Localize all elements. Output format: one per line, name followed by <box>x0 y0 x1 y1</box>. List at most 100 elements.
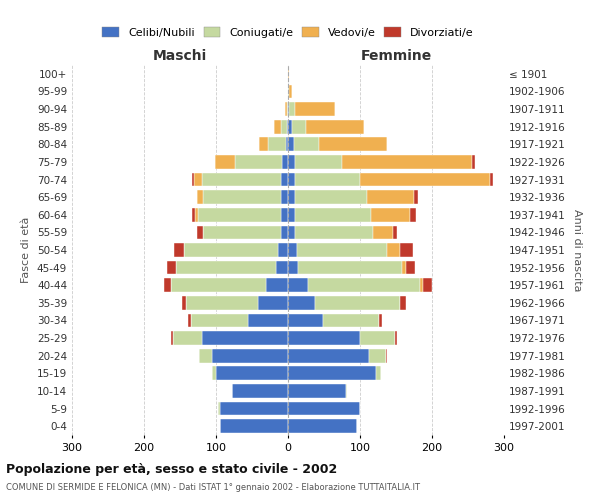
Bar <box>258 296 288 310</box>
Bar <box>167 260 176 274</box>
Bar <box>288 172 295 186</box>
Bar <box>395 331 397 345</box>
Bar <box>288 402 360 415</box>
Bar <box>199 349 212 362</box>
Bar <box>203 226 281 239</box>
Bar <box>281 120 287 134</box>
Text: Maschi: Maschi <box>153 49 207 63</box>
Bar <box>182 296 186 310</box>
Bar <box>220 402 288 415</box>
Y-axis label: Anni di nascita: Anni di nascita <box>572 209 582 291</box>
Bar <box>472 155 475 169</box>
Y-axis label: Fasce di età: Fasce di età <box>22 217 31 283</box>
Bar <box>371 208 410 222</box>
Bar <box>191 314 248 328</box>
Text: Popolazione per età, sesso e stato civile - 2002: Popolazione per età, sesso e stato civil… <box>6 462 337 475</box>
Bar <box>403 260 406 274</box>
Bar <box>288 138 294 151</box>
Bar <box>277 260 288 274</box>
Bar <box>400 243 413 257</box>
Bar <box>216 366 288 380</box>
Bar <box>308 278 420 292</box>
Bar <box>406 260 415 274</box>
Bar <box>298 260 403 274</box>
Bar <box>386 243 400 257</box>
Bar <box>203 190 281 204</box>
Bar <box>278 243 288 257</box>
Bar <box>288 190 295 204</box>
Text: COMUNE DI SERMIDE E FELONICA (MN) - Dati ISTAT 1° gennaio 2002 - Elaborazione TU: COMUNE DI SERMIDE E FELONICA (MN) - Dati… <box>6 484 420 492</box>
Bar <box>288 260 298 274</box>
Bar <box>289 84 292 98</box>
Bar <box>220 420 288 433</box>
Bar <box>410 208 416 222</box>
Bar <box>198 208 281 222</box>
Bar <box>296 243 386 257</box>
Bar <box>295 190 367 204</box>
Bar <box>266 278 288 292</box>
Bar <box>288 420 357 433</box>
Bar <box>259 138 268 151</box>
Bar <box>373 226 393 239</box>
Bar <box>248 314 288 328</box>
Bar <box>288 120 292 134</box>
Bar <box>360 331 395 345</box>
Bar <box>346 384 347 398</box>
Bar <box>287 102 288 116</box>
Bar <box>202 331 288 345</box>
Bar <box>288 278 308 292</box>
Bar <box>288 384 346 398</box>
Bar <box>173 331 202 345</box>
Bar <box>295 172 360 186</box>
Bar <box>379 314 382 328</box>
Bar <box>295 155 342 169</box>
Bar <box>281 208 288 222</box>
Bar <box>186 296 258 310</box>
Bar <box>288 208 295 222</box>
Bar <box>285 102 287 116</box>
Bar <box>268 138 286 151</box>
Legend: Celibi/Nubili, Coniugati/e, Vedovi/e, Divorziati/e: Celibi/Nubili, Coniugati/e, Vedovi/e, Di… <box>98 22 478 42</box>
Bar <box>294 138 319 151</box>
Bar <box>292 120 306 134</box>
Bar <box>289 102 295 116</box>
Bar <box>420 278 424 292</box>
Bar <box>319 138 388 151</box>
Bar <box>316 296 400 310</box>
Bar <box>218 402 220 415</box>
Bar <box>173 243 184 257</box>
Bar <box>367 190 414 204</box>
Bar <box>172 278 266 292</box>
Bar <box>184 243 278 257</box>
Bar <box>164 278 172 292</box>
Bar <box>424 278 432 292</box>
Bar <box>400 296 406 310</box>
Bar <box>274 120 281 134</box>
Bar <box>393 226 397 239</box>
Bar <box>212 349 288 362</box>
Bar <box>288 296 316 310</box>
Bar <box>188 314 191 328</box>
Bar <box>195 208 198 222</box>
Bar <box>288 366 376 380</box>
Bar <box>197 190 203 204</box>
Bar <box>288 226 295 239</box>
Bar <box>414 190 418 204</box>
Bar <box>194 172 202 186</box>
Bar <box>192 172 194 186</box>
Bar <box>172 331 173 345</box>
Bar <box>281 172 288 186</box>
Bar <box>215 155 235 169</box>
Bar <box>232 384 288 398</box>
Bar <box>288 314 323 328</box>
Bar <box>323 314 379 328</box>
Bar <box>197 226 203 239</box>
Bar <box>191 208 195 222</box>
Bar <box>176 260 277 274</box>
Bar <box>490 172 493 186</box>
Bar <box>288 102 289 116</box>
Bar <box>288 155 295 169</box>
Bar <box>360 172 490 186</box>
Bar <box>288 67 289 80</box>
Bar <box>386 349 388 362</box>
